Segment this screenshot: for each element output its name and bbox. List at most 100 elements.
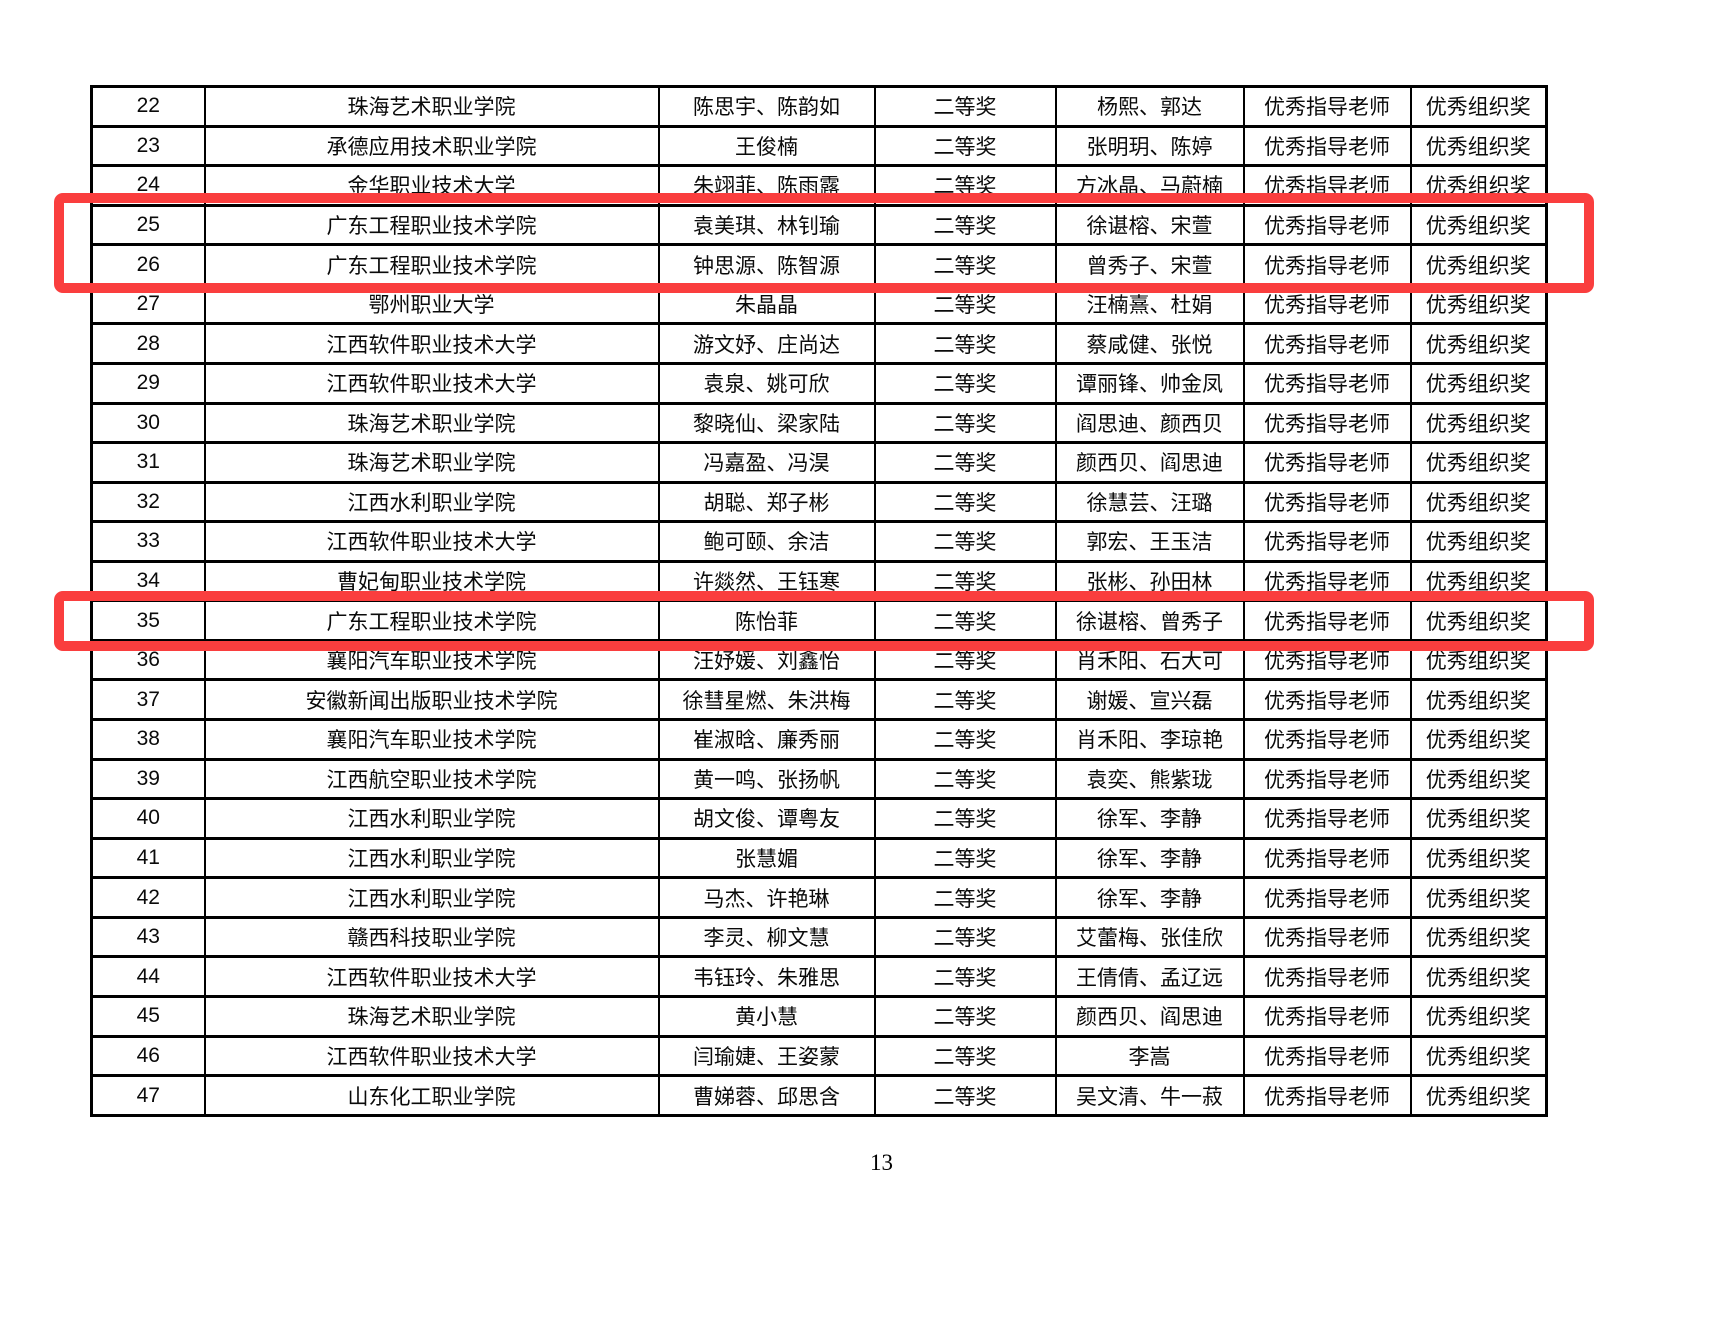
instructor-award-cell: 优秀指导老师 [1242,915,1412,959]
school-cell: 金华职业技术大学 [203,164,660,207]
teachers-cell: 颜西贝、阎思迪 [1054,441,1245,484]
organization-award-cell: 优秀组织奖 [1409,599,1548,642]
award-cell: 二等奖 [873,361,1057,405]
instructor-award-cell: 优秀指导老师 [1242,559,1412,603]
teachers-cell: 徐谌榕、曾秀子 [1054,599,1245,642]
organization-award-cell: 优秀组织奖 [1409,480,1548,524]
organization-award-cell: 优秀组织奖 [1409,124,1548,168]
row-number-cell: 47 [90,1074,206,1117]
students-cell: 闫瑜婕、王姿蒙 [657,1034,876,1078]
table-row: 35 广东工程职业技术学院 陈怡菲 二等奖 徐谌榕、曾秀子 优秀指导老师 优秀组织奖 [90,599,1548,642]
instructor-award-cell: 优秀指导老师 [1242,718,1412,761]
award-table-body: 22 珠海艺术职业学院 陈思宇、陈韵如 二等奖 杨熙、郭达 优秀指导老师 优秀组织奖 23 承德… [90,85,1548,1117]
table-row: 22 珠海艺术职业学院 陈思宇、陈韵如 二等奖 杨熙、郭达 优秀指导老师 优秀组织奖 [90,85,1548,128]
instructor-award-cell: 优秀指导老师 [1242,836,1412,880]
school-cell: 珠海艺术职业学院 [203,401,660,445]
page-number: 13 [870,1150,893,1175]
row-number-cell: 26 [90,243,206,286]
school-cell: 广东工程职业技术学院 [203,599,660,642]
school-cell: 江西水利职业学院 [203,797,660,840]
instructor-award-cell: 优秀指导老师 [1242,678,1412,721]
teachers-cell: 杨熙、郭达 [1054,85,1245,128]
row-number-cell: 41 [90,836,206,880]
organization-award-cell: 优秀组织奖 [1409,955,1548,998]
award-cell: 二等奖 [873,164,1057,207]
organization-award-cell: 优秀组织奖 [1409,203,1548,247]
students-cell: 汪妤媛、刘鑫怡 [657,638,876,682]
teachers-cell: 王倩倩、孟辽远 [1054,955,1245,998]
award-cell: 二等奖 [873,1034,1057,1078]
school-cell: 江西软件职业技术大学 [203,322,660,365]
instructor-award-cell: 优秀指导老师 [1242,638,1412,682]
award-cell: 二等奖 [873,678,1057,721]
table-row: 26 广东工程职业技术学院 钟思源、陈智源 二等奖 曾秀子、宋萱 优秀指导老师 优秀组织奖 [90,243,1548,286]
row-number-cell: 23 [90,124,206,168]
table-row: 43 赣西科技职业学院 李灵、柳文慧 二等奖 艾蕾梅、张佳欣 优秀指导老师 优秀组织奖 [90,915,1548,959]
students-cell: 李灵、柳文慧 [657,915,876,959]
teachers-cell: 曾秀子、宋萱 [1054,243,1245,286]
school-cell: 江西软件职业技术大学 [203,361,660,405]
award-cell: 二等奖 [873,401,1057,445]
organization-award-cell: 优秀组织奖 [1409,678,1548,721]
instructor-award-cell: 优秀指导老师 [1242,994,1412,1038]
school-cell: 曹妃甸职业技术学院 [203,559,660,603]
row-number-cell: 27 [90,282,206,326]
students-cell: 朱晶晶 [657,282,876,326]
organization-award-cell: 优秀组织奖 [1409,1074,1548,1117]
row-number-cell: 25 [90,203,206,247]
teachers-cell: 肖禾阳、李琼艳 [1054,718,1245,761]
teachers-cell: 张彬、孙田林 [1054,559,1245,603]
school-cell: 襄阳汽车职业技术学院 [203,638,660,682]
row-number-cell: 33 [90,520,206,563]
students-cell: 鲍可颐、余洁 [657,520,876,563]
organization-award-cell: 优秀组织奖 [1409,994,1548,1038]
teachers-cell: 阎思迪、颜西贝 [1054,401,1245,445]
table-row: 37 安徽新闻出版职业技术学院 徐彗星燃、朱洪梅 二等奖 谢媛、宣兴磊 优秀指导老师 优秀组… [90,678,1548,721]
students-cell: 朱翊菲、陈雨露 [657,164,876,207]
row-number-cell: 43 [90,915,206,959]
row-number-cell: 40 [90,797,206,840]
teachers-cell: 徐军、李静 [1054,836,1245,880]
students-cell: 袁美琪、林钊瑜 [657,203,876,247]
row-number-cell: 24 [90,164,206,207]
students-cell: 徐彗星燃、朱洪梅 [657,678,876,721]
award-cell: 二等奖 [873,1074,1057,1117]
school-cell: 江西航空职业技术学院 [203,757,660,801]
teachers-cell: 颜西贝、阎思迪 [1054,994,1245,1038]
table-row: 38 襄阳汽车职业技术学院 崔淑晗、廉秀丽 二等奖 肖禾阳、李琼艳 优秀指导老师 优秀组织奖 [90,718,1548,761]
award-cell: 二等奖 [873,124,1057,168]
instructor-award-cell: 优秀指导老师 [1242,955,1412,998]
teachers-cell: 郭宏、王玉洁 [1054,520,1245,563]
instructor-award-cell: 优秀指导老师 [1242,124,1412,168]
school-cell: 广东工程职业技术学院 [203,203,660,247]
row-number-cell: 38 [90,718,206,761]
students-cell: 陈思宇、陈韵如 [657,85,876,128]
instructor-award-cell: 优秀指导老师 [1242,480,1412,524]
row-number-cell: 29 [90,361,206,405]
students-cell: 马杰、许艳琳 [657,876,876,919]
school-cell: 山东化工职业学院 [203,1074,660,1117]
instructor-award-cell: 优秀指导老师 [1242,1034,1412,1078]
table-row: 24 金华职业技术大学 朱翊菲、陈雨露 二等奖 方冰晶、马蔚楠 优秀指导老师 优秀组织奖 [90,164,1548,207]
table-row: 32 江西水利职业学院 胡聪、郑子彬 二等奖 徐慧芸、汪璐 优秀指导老师 优秀组织奖 [90,480,1548,524]
school-cell: 鄂州职业大学 [203,282,660,326]
table-row: 44 江西软件职业技术大学 韦钰玲、朱雅思 二等奖 王倩倩、孟辽远 优秀指导老师 优秀组织奖 [90,955,1548,998]
organization-award-cell: 优秀组织奖 [1409,164,1548,207]
school-cell: 江西水利职业学院 [203,836,660,880]
award-cell: 二等奖 [873,797,1057,840]
organization-award-cell: 优秀组织奖 [1409,638,1548,682]
table-row: 47 山东化工职业学院 曹娣蓉、邱思含 二等奖 吴文清、牛一菽 优秀指导老师 优秀组织奖 [90,1074,1548,1117]
row-number-cell: 37 [90,678,206,721]
teachers-cell: 徐谌榕、宋萱 [1054,203,1245,247]
instructor-award-cell: 优秀指导老师 [1242,441,1412,484]
students-cell: 许燚然、王钰寒 [657,559,876,603]
award-cell: 二等奖 [873,599,1057,642]
teachers-cell: 方冰晶、马蔚楠 [1054,164,1245,207]
instructor-award-cell: 优秀指导老师 [1242,757,1412,801]
row-number-cell: 36 [90,638,206,682]
table-row: 29 江西软件职业技术大学 袁泉、姚可欣 二等奖 谭丽锋、帅金凤 优秀指导老师 优秀组织奖 [90,361,1548,405]
instructor-award-cell: 优秀指导老师 [1242,797,1412,840]
students-cell: 游文妤、庄尚达 [657,322,876,365]
award-cell: 二等奖 [873,718,1057,761]
